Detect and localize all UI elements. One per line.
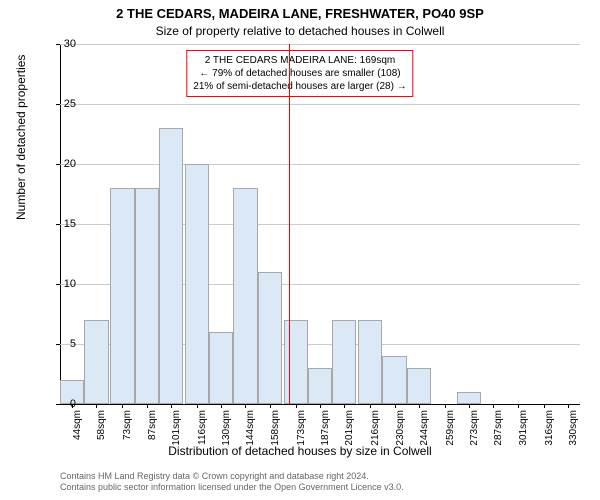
x-tick-label: 287sqm — [493, 410, 504, 450]
x-tick-mark — [445, 404, 446, 408]
y-tick-label: 5 — [46, 338, 76, 350]
x-tick-mark — [171, 404, 172, 408]
y-tick-mark — [56, 164, 60, 165]
main-title: 2 THE CEDARS, MADEIRA LANE, FRESHWATER, … — [0, 6, 600, 21]
x-tick-mark — [493, 404, 494, 408]
x-tick-label: 173sqm — [296, 410, 307, 450]
histogram-bar — [135, 188, 159, 404]
y-tick-mark — [56, 44, 60, 45]
histogram-bar — [457, 392, 481, 404]
y-axis-label: Number of detached properties — [14, 55, 28, 220]
histogram-bar — [407, 368, 431, 404]
x-tick-label: 330sqm — [568, 410, 579, 450]
histogram-bar — [84, 320, 108, 404]
sub-title: Size of property relative to detached ho… — [0, 24, 600, 38]
x-tick-mark — [221, 404, 222, 408]
annotation-line-1: 2 THE CEDARS MADEIRA LANE: 169sqm — [193, 54, 406, 67]
x-tick-label: 316sqm — [544, 410, 555, 450]
y-tick-label: 10 — [46, 278, 76, 290]
histogram-bar — [159, 128, 183, 404]
x-tick-label: 158sqm — [270, 410, 281, 450]
x-tick-mark — [197, 404, 198, 408]
y-tick-mark — [56, 224, 60, 225]
x-tick-label: 244sqm — [419, 410, 430, 450]
histogram-bar — [258, 272, 282, 404]
x-tick-label: 144sqm — [245, 410, 256, 450]
plot-area — [60, 44, 580, 404]
x-tick-label: 259sqm — [445, 410, 456, 450]
x-tick-label: 273sqm — [469, 410, 480, 450]
y-tick-mark — [56, 284, 60, 285]
histogram-bar — [284, 320, 308, 404]
x-tick-mark — [122, 404, 123, 408]
x-tick-mark — [344, 404, 345, 408]
x-tick-label: 187sqm — [320, 410, 331, 450]
chart-container: 2 THE CEDARS, MADEIRA LANE, FRESHWATER, … — [0, 0, 600, 500]
x-tick-mark — [296, 404, 297, 408]
x-tick-mark — [370, 404, 371, 408]
x-tick-mark — [518, 404, 519, 408]
x-tick-label: 101sqm — [171, 410, 182, 450]
x-tick-mark — [72, 404, 73, 408]
grid-line — [60, 164, 580, 165]
x-tick-label: 58sqm — [96, 410, 107, 450]
x-tick-mark — [469, 404, 470, 408]
x-tick-mark — [568, 404, 569, 408]
y-tick-label: 25 — [46, 98, 76, 110]
histogram-bar — [233, 188, 257, 404]
grid-line — [60, 104, 580, 105]
x-tick-mark — [544, 404, 545, 408]
y-tick-mark — [56, 404, 60, 405]
x-tick-mark — [270, 404, 271, 408]
x-tick-mark — [245, 404, 246, 408]
footer-line-2: Contains public sector information licen… — [60, 482, 404, 494]
histogram-bar — [209, 332, 233, 404]
x-tick-label: 44sqm — [72, 410, 83, 450]
histogram-bar — [308, 368, 332, 404]
histogram-bar — [110, 188, 134, 404]
x-tick-label: 73sqm — [122, 410, 133, 450]
footer-line-1: Contains HM Land Registry data © Crown c… — [60, 471, 404, 483]
y-tick-mark — [56, 104, 60, 105]
x-tick-mark — [147, 404, 148, 408]
annotation-line-2: ← 79% of detached houses are smaller (10… — [193, 67, 406, 80]
x-tick-mark — [395, 404, 396, 408]
x-tick-label: 130sqm — [221, 410, 232, 450]
y-tick-label: 15 — [46, 218, 76, 230]
x-tick-label: 87sqm — [147, 410, 158, 450]
footer-text: Contains HM Land Registry data © Crown c… — [60, 471, 404, 494]
reference-line — [289, 44, 290, 404]
annotation-line-3: 21% of semi-detached houses are larger (… — [193, 80, 406, 93]
histogram-bar — [358, 320, 382, 404]
y-tick-label: 30 — [46, 38, 76, 50]
grid-line — [60, 44, 580, 45]
x-tick-mark — [96, 404, 97, 408]
y-tick-label: 20 — [46, 158, 76, 170]
histogram-bar — [185, 164, 209, 404]
x-tick-label: 201sqm — [344, 410, 355, 450]
x-tick-label: 301sqm — [518, 410, 529, 450]
y-tick-mark — [56, 344, 60, 345]
x-tick-label: 230sqm — [395, 410, 406, 450]
annotation-box: 2 THE CEDARS MADEIRA LANE: 169sqm ← 79% … — [186, 50, 413, 97]
x-tick-label: 216sqm — [370, 410, 381, 450]
histogram-bar — [382, 356, 406, 404]
x-tick-mark — [320, 404, 321, 408]
histogram-bar — [332, 320, 356, 404]
x-tick-mark — [419, 404, 420, 408]
x-tick-label: 116sqm — [197, 410, 208, 450]
